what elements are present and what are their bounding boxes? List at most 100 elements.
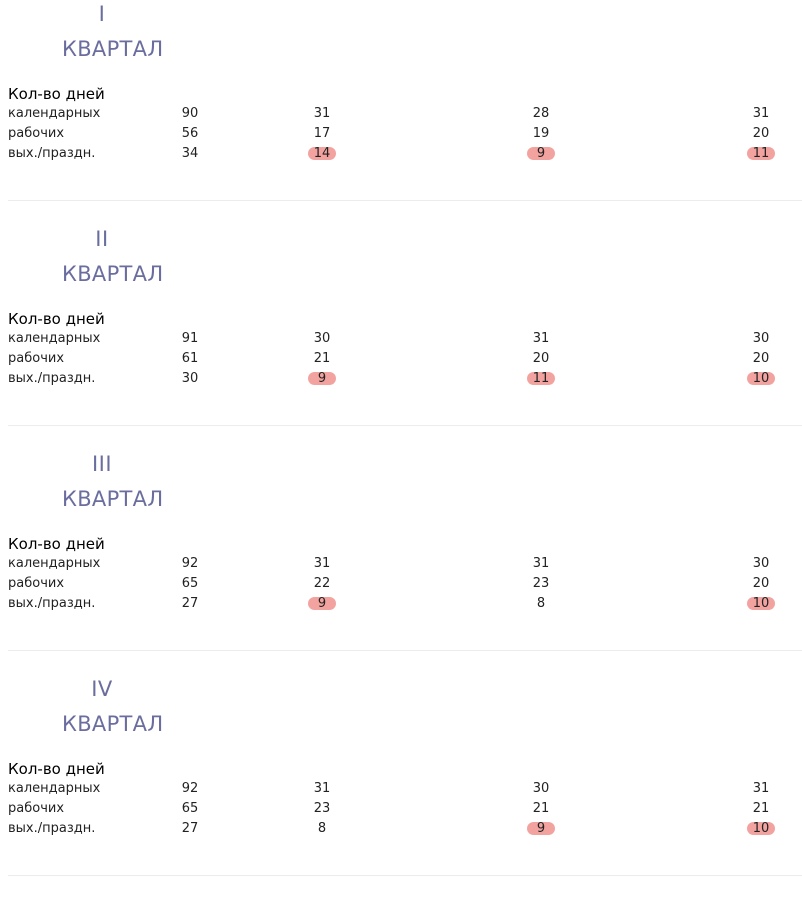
month-1-calendar: 31 [313, 556, 331, 571]
divider [8, 650, 802, 651]
holiday-highlight: 14 [308, 147, 336, 160]
quarter-numeral: II [95, 227, 109, 251]
row-label: вых./праздн. [8, 821, 96, 836]
holiday-highlight: 10 [747, 822, 775, 835]
month-1-working: 23 [313, 801, 331, 816]
working-days-row: рабочих 61 21 20 20 [0, 351, 802, 371]
total-calendar: 92 [181, 556, 199, 571]
row-label: вых./праздн. [8, 596, 96, 611]
month-3-holidays: 10 [741, 596, 781, 611]
total-holidays: 34 [181, 146, 199, 161]
month-3-calendar: 30 [752, 556, 770, 571]
row-label: календарных [8, 106, 101, 121]
total-holidays: 30 [181, 371, 199, 386]
row-label: вых./праздн. [8, 146, 96, 161]
quarter-numeral: III [91, 452, 113, 476]
month-2-calendar: 28 [532, 106, 550, 121]
month-2-working: 21 [532, 801, 550, 816]
row-label: рабочих [8, 126, 65, 141]
total-calendar: 90 [181, 106, 199, 121]
quarter-label: КВАРТАЛ [62, 37, 164, 61]
holidays-row: вых./праздн. 30 9 11 10 [0, 371, 802, 391]
month-1-holidays: 14 [302, 146, 342, 161]
working-days-row: рабочих 65 22 23 20 [0, 576, 802, 596]
month-2-calendar: 31 [532, 556, 550, 571]
quarter-4: IV КВАРТАЛ Кол-во дней календарных 92 31… [0, 675, 802, 900]
month-2-calendar: 31 [532, 331, 550, 346]
row-label: рабочих [8, 801, 65, 816]
quarter-2: II КВАРТАЛ Кол-во дней календарных 91 30… [0, 225, 802, 450]
quarter-label: КВАРТАЛ [62, 712, 164, 736]
row-label: календарных [8, 556, 101, 571]
month-3-working: 20 [752, 126, 770, 141]
row-label: рабочих [8, 351, 65, 366]
holiday-highlight: 8 [536, 596, 546, 611]
month-1-working: 22 [313, 576, 331, 591]
month-1-holidays: 9 [302, 371, 342, 386]
divider [8, 875, 802, 876]
holiday-highlight: 10 [747, 597, 775, 610]
divider [8, 425, 802, 426]
total-working: 61 [181, 351, 199, 366]
working-days-row: рабочих 65 23 21 21 [0, 801, 802, 821]
month-1-calendar: 30 [313, 331, 331, 346]
holidays-row: вых./праздн. 27 8 9 10 [0, 821, 802, 841]
quarter-numeral: IV [91, 677, 113, 701]
calendar-days-row: календарных 92 31 30 31 [0, 781, 802, 801]
month-3-calendar: 31 [752, 106, 770, 121]
month-3-working: 20 [752, 576, 770, 591]
divider [8, 200, 802, 201]
month-3-holidays: 11 [741, 146, 781, 161]
days-title: Кол-во дней [8, 85, 105, 103]
month-2-working: 19 [532, 126, 550, 141]
month-2-holidays: 11 [521, 371, 561, 386]
holiday-highlight: 9 [527, 822, 555, 835]
month-3-calendar: 30 [752, 331, 770, 346]
calendar-days-row: календарных 90 31 28 31 [0, 106, 802, 126]
holiday-highlight: 11 [527, 372, 555, 385]
quarter-1: I КВАРТАЛ Кол-во дней календарных 90 31 … [0, 0, 802, 225]
quarter-numeral: I [98, 2, 106, 26]
total-working: 65 [181, 801, 199, 816]
month-3-holidays: 10 [741, 371, 781, 386]
month-1-holidays: 8 [302, 821, 342, 836]
days-title: Кол-во дней [8, 310, 105, 328]
quarter-label: КВАРТАЛ [62, 487, 164, 511]
month-3-holidays: 10 [741, 821, 781, 836]
total-working: 56 [181, 126, 199, 141]
holiday-highlight: 9 [308, 597, 336, 610]
month-3-working: 21 [752, 801, 770, 816]
holiday-highlight: 11 [747, 147, 775, 160]
calendar-days-row: календарных 92 31 31 30 [0, 556, 802, 576]
month-2-holidays: 8 [521, 596, 561, 611]
row-label: календарных [8, 781, 101, 796]
month-2-calendar: 30 [532, 781, 550, 796]
holidays-row: вых./праздн. 27 9 8 10 [0, 596, 802, 616]
working-days-row: рабочих 56 17 19 20 [0, 126, 802, 146]
month-1-working: 21 [313, 351, 331, 366]
total-calendar: 91 [181, 331, 199, 346]
days-title: Кол-во дней [8, 535, 105, 553]
holiday-highlight: 8 [317, 821, 327, 836]
month-2-holidays: 9 [521, 821, 561, 836]
month-2-working: 23 [532, 576, 550, 591]
month-1-holidays: 9 [302, 596, 342, 611]
holiday-highlight: 9 [308, 372, 336, 385]
month-3-working: 20 [752, 351, 770, 366]
total-working: 65 [181, 576, 199, 591]
month-2-holidays: 9 [521, 146, 561, 161]
total-holidays: 27 [181, 596, 199, 611]
month-1-calendar: 31 [313, 106, 331, 121]
holiday-highlight: 10 [747, 372, 775, 385]
row-label: рабочих [8, 576, 65, 591]
row-label: вых./праздн. [8, 371, 96, 386]
total-holidays: 27 [181, 821, 199, 836]
quarter-3: III КВАРТАЛ Кол-во дней календарных 92 3… [0, 450, 802, 675]
holiday-highlight: 9 [527, 147, 555, 160]
days-title: Кол-во дней [8, 760, 105, 778]
month-3-calendar: 31 [752, 781, 770, 796]
holidays-row: вых./праздн. 34 14 9 11 [0, 146, 802, 166]
row-label: календарных [8, 331, 101, 346]
total-calendar: 92 [181, 781, 199, 796]
month-1-working: 17 [313, 126, 331, 141]
